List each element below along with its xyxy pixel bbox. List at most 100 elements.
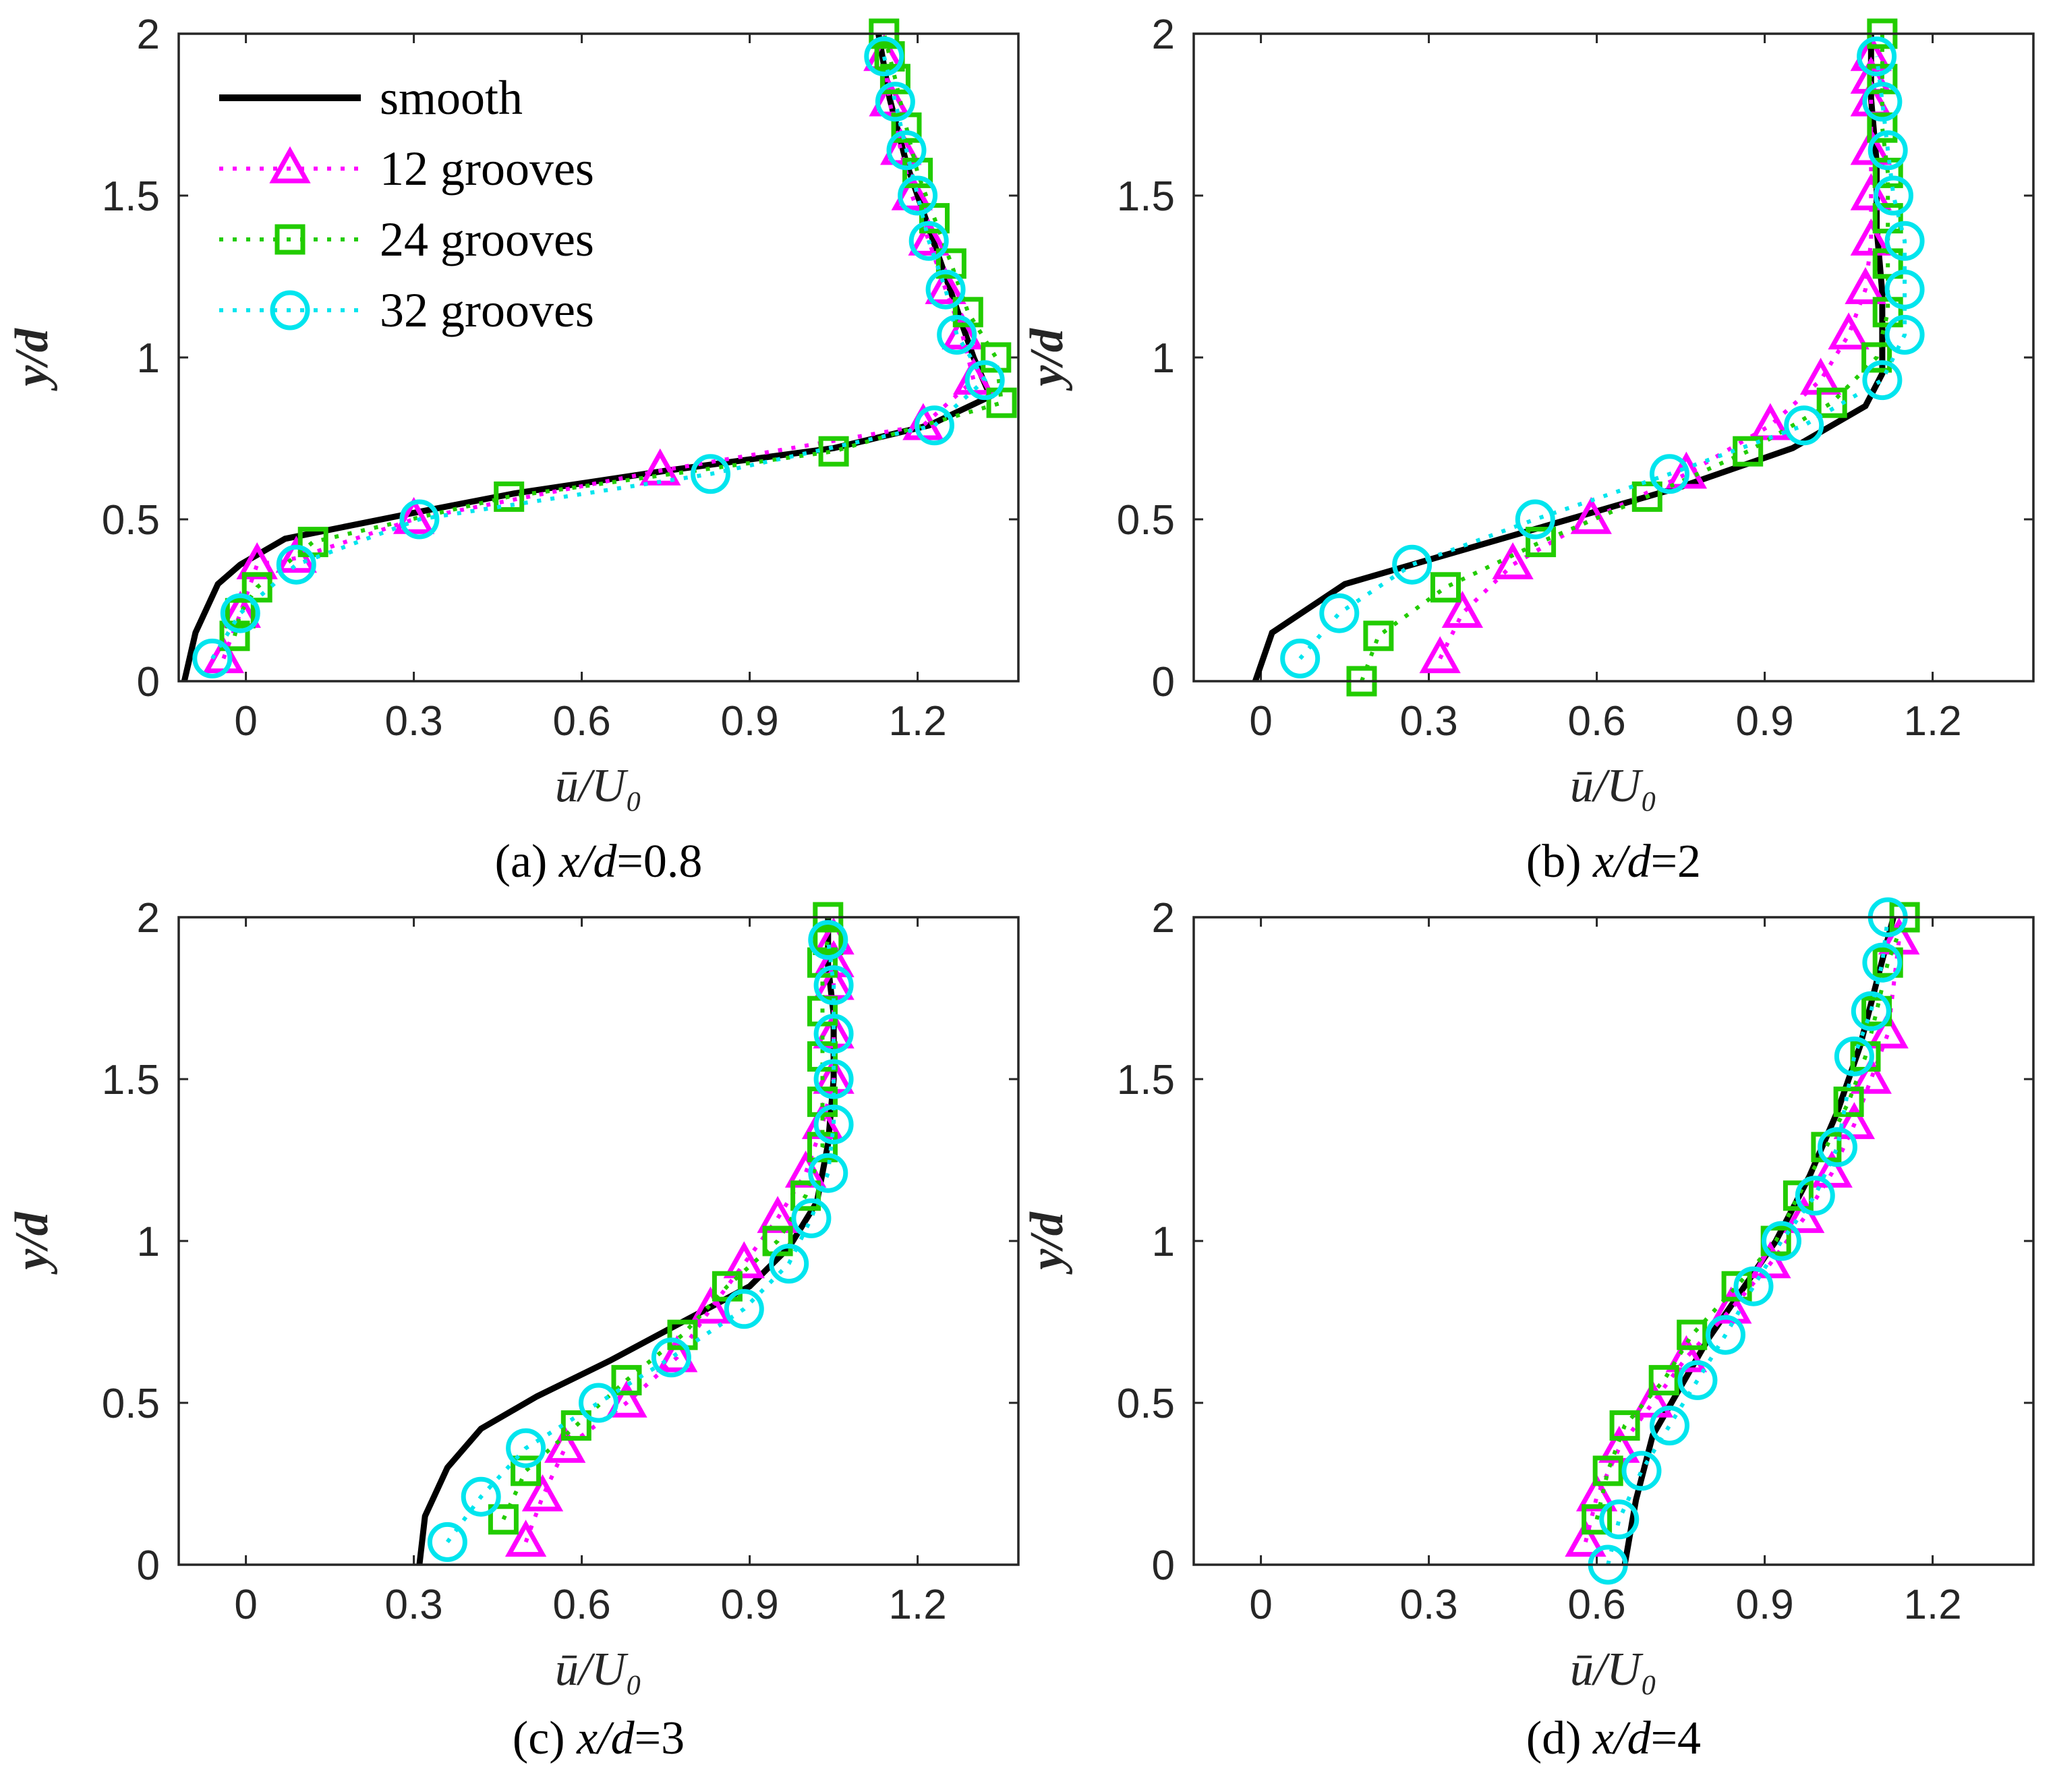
panel-caption: (d) x/d=4 [1526, 1712, 1701, 1764]
y-tick-label: 2 [137, 11, 160, 58]
marker-triangle-p1-s1-9 [1850, 219, 1892, 256]
marker-circle-p3-s3-6 [1733, 1266, 1774, 1306]
marker-circle-p3-s3-1 [1599, 1499, 1640, 1540]
caption-value: =0.8 [616, 836, 702, 888]
y-tick-label: 2 [137, 895, 160, 942]
legend-label-0: smooth [380, 71, 523, 125]
plot-area [1194, 34, 2033, 681]
marker-circle-p1-s3-3 [1515, 499, 1555, 540]
caption-variable: x/d [1592, 836, 1652, 888]
marker-triangle-p1-s1-7 [1828, 312, 1870, 350]
marker-circle-p0-s3-4 [691, 454, 730, 494]
series-line-32-grooves [210, 55, 988, 660]
series-line-12-grooves [1438, 56, 1874, 660]
x-tick-label: 0 [1249, 698, 1272, 745]
marker-triangle-p0-s1-2 [236, 542, 278, 579]
y-tick-label: 0.5 [102, 497, 160, 544]
marker-circle-p1-s3-4 [1650, 454, 1689, 494]
y-tick-label: 1 [1152, 1219, 1175, 1265]
marker-circle-p3-s3-10 [1834, 1036, 1874, 1076]
marker-circle-p1-s3-5 [1784, 405, 1824, 446]
caption-prefix: (c) [513, 1712, 577, 1764]
marker-circle-p0-s3-9 [908, 221, 949, 261]
marker-triangle-p0-s1-leg [269, 146, 311, 183]
x-tick-label: 0.3 [1399, 1582, 1457, 1628]
marker-circle-p2-s3-11 [813, 1014, 854, 1054]
marker-square-p1-s2-7 [1861, 342, 1892, 373]
marker-square-p2-s2-8 [807, 1132, 838, 1163]
chart-panel-1: 0 0.3 0.6 0.9 1.2 0 0.5 1 1.5 2 ū/U₀ y/d (b) x/d=2 [1021, 11, 2035, 888]
series-line-12-grooves [1584, 940, 1901, 1543]
x-tick-label: 1.2 [888, 698, 946, 745]
marker-circle-p0-s3-11 [886, 130, 927, 171]
legend-label-3: 32 grooves [380, 283, 594, 337]
y-tick-label: 2 [1152, 11, 1175, 58]
marker-circle-p3-s3-4 [1677, 1360, 1718, 1400]
marker-square-p0-s2-8 [952, 297, 983, 328]
marker-square-p2-s2-0 [488, 1504, 519, 1535]
x-axis-label: ū/U₀ [1570, 760, 1657, 812]
panel-caption: (b) x/d=2 [1526, 836, 1701, 888]
y-axis-label: y/d [1021, 1211, 1073, 1275]
marker-circle-p3-s3-8 [1795, 1176, 1835, 1216]
marker-square-p0-s2-7 [981, 342, 1012, 373]
marker-triangle-p2-s1-5 [689, 1286, 732, 1324]
marker-square-p0-s2-4 [494, 481, 525, 512]
marker-triangle-p3-s1-10 [1850, 1056, 1892, 1094]
marker-circle-p2-s3-2 [506, 1428, 546, 1468]
caption-variable: x/d [576, 1712, 635, 1764]
x-tick-label: 0.6 [1567, 698, 1625, 745]
marker-square-p3-s2-5 [1721, 1271, 1752, 1302]
legend: smooth 12 grooves 24 grooves 32 grooves [219, 71, 594, 337]
caption-variable: x/d [1592, 1712, 1652, 1764]
marker-square-p3-s2-0 [1582, 1504, 1613, 1535]
marker-circle-p3-s3-3 [1650, 1406, 1689, 1446]
marker-square-p2-s2-1 [511, 1455, 542, 1486]
marker-triangle-p1-s1-8 [1845, 267, 1886, 304]
marker-circle-p3-s3-7 [1762, 1221, 1801, 1261]
y-axis-label: y/d [6, 328, 58, 391]
marker-triangle-p1-s1-2 [1492, 542, 1534, 579]
marker-square-p1-s2-1 [1363, 620, 1394, 652]
x-axis-label: ū/U₀ [1570, 1644, 1657, 1696]
marker-triangle-p0-s1-10 [908, 219, 950, 256]
plot-frame [177, 32, 1020, 683]
marker-square-p2-s2-6 [762, 1225, 793, 1256]
marker-square-p3-s2-9 [1833, 1087, 1864, 1118]
marker-triangle-p0-s1-4 [393, 496, 435, 534]
marker-circle-p3-s3-11 [1851, 991, 1891, 1031]
marker-circle-p0-s3-2 [276, 544, 316, 585]
marker-square-p1-s2-4 [1631, 481, 1662, 512]
x-tick-label: 0.9 [720, 698, 778, 745]
caption-prefix: (d) [1526, 1712, 1593, 1764]
y-tick-label: 1.5 [102, 1057, 160, 1103]
x-tick-label: 0.9 [1735, 1582, 1793, 1628]
x-tick-label: 0 [234, 698, 257, 745]
y-tick-label: 0.5 [1117, 1381, 1175, 1427]
plot-area [179, 34, 1018, 681]
series-line-smooth [416, 917, 837, 1565]
marker-circle-p2-s3-12 [813, 965, 854, 1006]
x-tick-label: 1.2 [888, 1582, 946, 1628]
panel-caption: (c) x/d=3 [513, 1712, 685, 1764]
x-axis-label: ū/U₀ [555, 1644, 642, 1696]
y-tick-label: 0 [137, 659, 160, 705]
marker-circle-p3-s3-9 [1818, 1127, 1857, 1167]
x-tick-label: 0 [234, 1582, 257, 1628]
caption-variable: x/d [558, 836, 618, 888]
marker-circle-p0-s3-3 [399, 499, 440, 540]
caption-prefix: (a) [495, 836, 559, 888]
chart-panel-2: 0 0.3 0.6 0.9 1.2 0 0.5 1 1.5 2 ū/U₀ y/d (c) x/d=3 [6, 895, 1020, 1764]
marker-triangle-p2-s1-4 [656, 1335, 698, 1372]
y-tick-label: 1 [137, 335, 160, 382]
marker-square-p1-s2-5 [1733, 436, 1764, 467]
marker-circle-p1-s3-6 [1862, 360, 1903, 401]
marker-circle-p2-s3-9 [813, 1104, 854, 1145]
marker-circle-p1-s3-7 [1884, 314, 1925, 355]
x-tick-label: 0.6 [552, 1582, 610, 1628]
y-axis-label: y/d [6, 1211, 58, 1275]
x-tick-label: 0.6 [552, 698, 610, 745]
marker-square-p0-s2-1 [225, 598, 256, 629]
y-tick-label: 1.5 [102, 173, 160, 220]
